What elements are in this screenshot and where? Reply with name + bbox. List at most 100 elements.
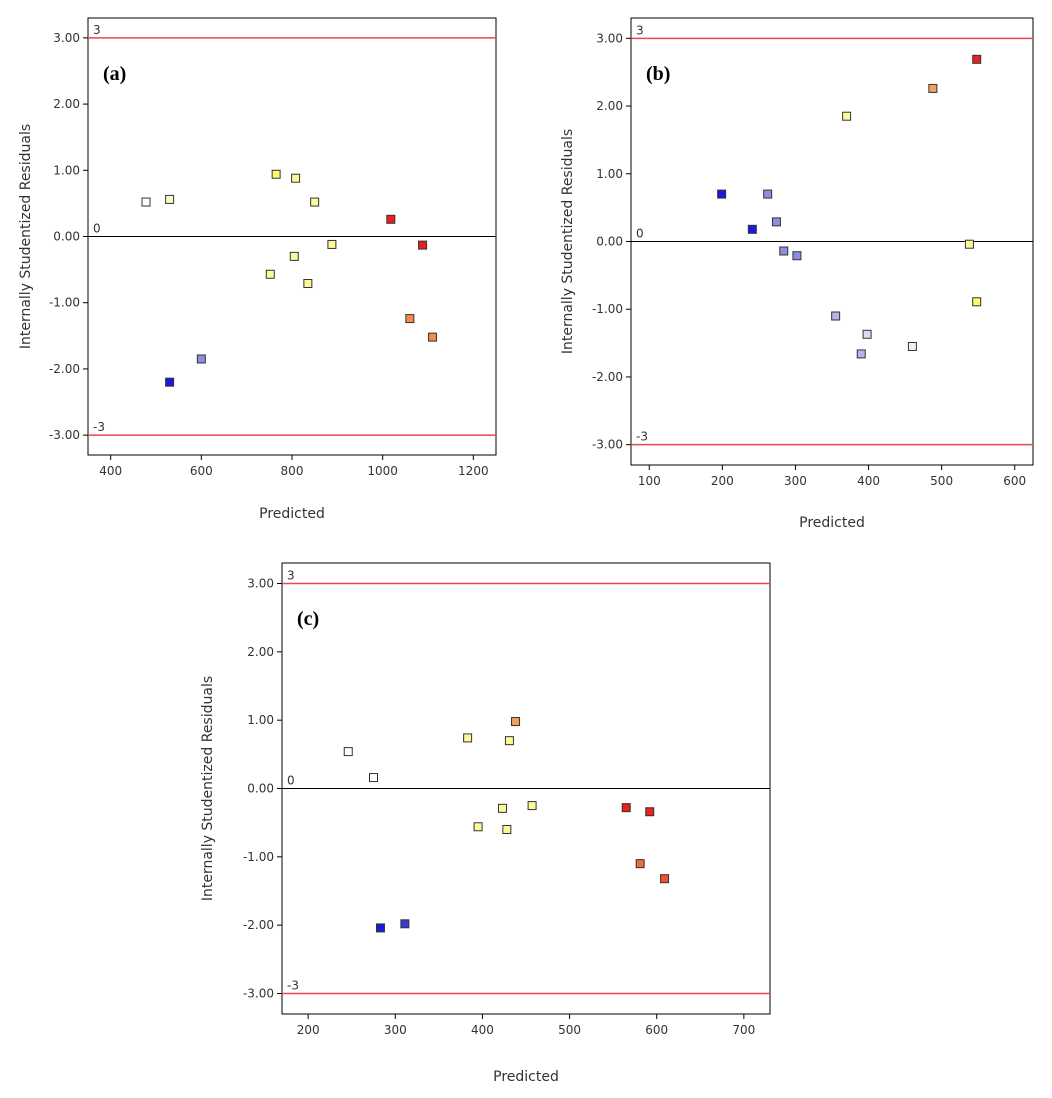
y-tick-label: -2.00 bbox=[592, 370, 623, 384]
y-tick-label: 3.00 bbox=[247, 577, 274, 591]
data-point bbox=[369, 773, 378, 783]
data-point bbox=[511, 717, 521, 727]
y-tick-label: -3.00 bbox=[49, 428, 80, 442]
data-point bbox=[527, 801, 537, 811]
data-point bbox=[907, 341, 917, 351]
data-point bbox=[400, 919, 410, 929]
y-tick-label: 2.00 bbox=[596, 99, 623, 113]
ref-line-label: 0 bbox=[636, 227, 644, 241]
y-tick-label: -3.00 bbox=[243, 987, 274, 1001]
data-point bbox=[504, 736, 514, 746]
data-point bbox=[310, 197, 320, 207]
y-tick-label: 0.00 bbox=[247, 782, 274, 796]
x-tick-label: 300 bbox=[784, 474, 807, 488]
data-point bbox=[763, 189, 773, 199]
data-point bbox=[792, 251, 802, 261]
panel-a: 3 0 -3 -3.00 -2.00 -1.00 0.00 1.00 2.00 3.00 400 60… bbox=[18, 17, 497, 522]
data-point bbox=[428, 332, 438, 342]
x-tick-label: 1200 bbox=[458, 464, 489, 478]
ref-line-label: 0 bbox=[287, 774, 295, 788]
x-tick-label: 700 bbox=[732, 1023, 755, 1037]
data-point bbox=[856, 349, 866, 359]
data-point bbox=[405, 314, 415, 324]
panel-label: (c) bbox=[297, 608, 319, 630]
data-point bbox=[141, 197, 151, 207]
data-point bbox=[779, 246, 789, 256]
y-tick-label: -2.00 bbox=[243, 918, 274, 932]
x-axis-label: Predicted bbox=[799, 515, 865, 531]
data-point bbox=[473, 822, 483, 832]
data-point bbox=[463, 733, 473, 743]
data-point bbox=[375, 923, 385, 933]
data-point bbox=[717, 189, 727, 199]
y-tick-label: 1.00 bbox=[247, 713, 274, 727]
panel-label: (a) bbox=[103, 63, 126, 85]
ref-line-label: -3 bbox=[287, 979, 299, 993]
y-tick-label: 1.00 bbox=[596, 167, 623, 181]
data-point bbox=[196, 354, 206, 364]
y-tick-label: 0.00 bbox=[596, 235, 623, 249]
x-tick-label: 600 bbox=[190, 464, 213, 478]
data-point bbox=[972, 297, 982, 307]
data-point bbox=[386, 214, 396, 224]
x-axis-label: Predicted bbox=[259, 506, 325, 522]
data-point bbox=[271, 169, 281, 179]
y-axis-label: Internally Studentized Residuals bbox=[18, 124, 34, 349]
data-point bbox=[972, 54, 982, 64]
y-tick-label: 2.00 bbox=[247, 645, 274, 659]
x-tick-label: 400 bbox=[99, 464, 122, 478]
x-tick-label: 100 bbox=[638, 474, 661, 488]
y-tick-label: 3.00 bbox=[596, 31, 623, 45]
ref-line-label: -3 bbox=[636, 430, 648, 444]
data-point bbox=[747, 224, 757, 234]
data-point bbox=[165, 194, 175, 204]
ref-line-label: 3 bbox=[93, 23, 101, 37]
y-tick-label: -1.00 bbox=[49, 296, 80, 310]
x-tick-label: 200 bbox=[297, 1023, 320, 1037]
data-point bbox=[418, 240, 428, 250]
x-tick-label: 800 bbox=[281, 464, 304, 478]
ref-line-label: 3 bbox=[636, 23, 644, 37]
data-point bbox=[303, 279, 313, 289]
x-tick-label: 200 bbox=[711, 474, 734, 488]
ref-line-label: -3 bbox=[93, 420, 105, 434]
x-tick-label: 600 bbox=[645, 1023, 668, 1037]
data-point bbox=[862, 329, 872, 339]
data-point bbox=[842, 111, 852, 121]
y-axis-label: Internally Studentized Residuals bbox=[200, 676, 216, 901]
data-point bbox=[343, 747, 353, 757]
ref-line-label: 3 bbox=[287, 569, 295, 583]
data-point bbox=[502, 825, 512, 834]
x-tick-label: 400 bbox=[857, 474, 880, 488]
x-tick-label: 300 bbox=[384, 1023, 407, 1037]
x-tick-label: 400 bbox=[471, 1023, 494, 1037]
y-tick-label: 2.00 bbox=[53, 97, 80, 111]
x-tick-label: 600 bbox=[1003, 474, 1026, 488]
y-tick-label: -1.00 bbox=[592, 302, 623, 316]
data-point bbox=[928, 83, 938, 93]
y-axis-label: Internally Studentized Residuals bbox=[560, 129, 576, 354]
data-point bbox=[621, 803, 631, 813]
panel-b: 3 0 -3 -3.00 -2.00 -1.00 0.00 1.00 2.00 3.00 100 20… bbox=[560, 17, 1034, 531]
panel-c: 3 0 -3 -3.00 -2.00 -1.00 0.00 1.00 2.00 3.00 200 30… bbox=[200, 562, 771, 1085]
data-point bbox=[771, 217, 781, 227]
y-tick-label: -1.00 bbox=[243, 850, 274, 864]
data-point bbox=[964, 239, 974, 249]
data-point bbox=[645, 807, 655, 817]
data-point bbox=[635, 859, 645, 869]
data-point bbox=[291, 173, 301, 183]
panel-label: (b) bbox=[646, 63, 670, 85]
data-point bbox=[165, 377, 175, 387]
y-tick-label: -3.00 bbox=[592, 438, 623, 452]
y-tick-label: 0.00 bbox=[53, 230, 80, 244]
x-axis-label: Predicted bbox=[493, 1069, 559, 1085]
data-point bbox=[497, 803, 507, 813]
data-point bbox=[327, 239, 337, 249]
x-tick-label: 500 bbox=[930, 474, 953, 488]
y-tick-label: -2.00 bbox=[49, 362, 80, 376]
data-point bbox=[660, 874, 670, 884]
data-point bbox=[289, 251, 299, 261]
ref-line-label: 0 bbox=[93, 222, 101, 236]
x-tick-label: 1000 bbox=[367, 464, 398, 478]
